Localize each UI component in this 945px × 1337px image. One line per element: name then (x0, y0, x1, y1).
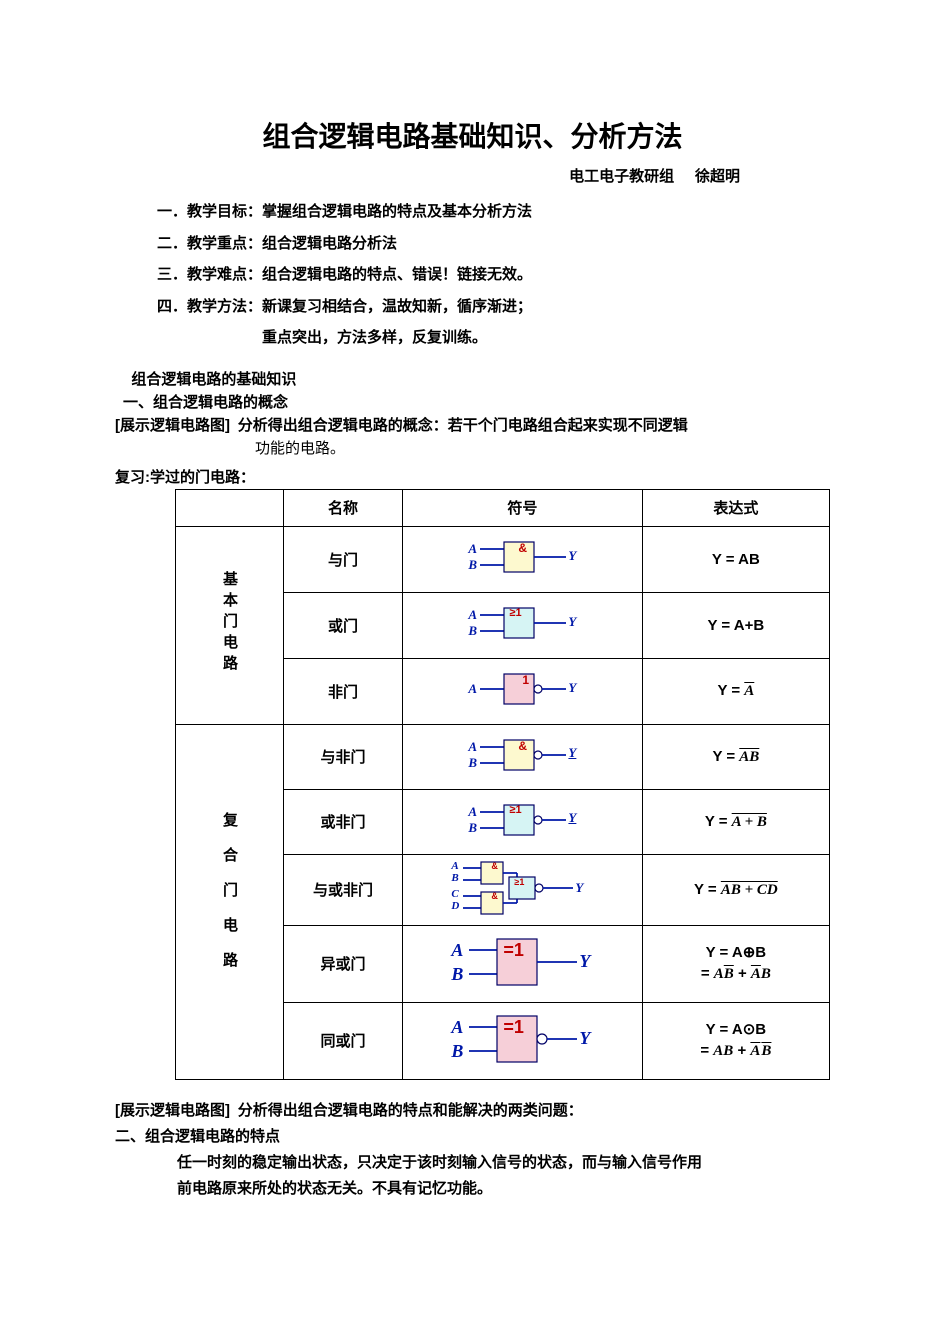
gate-expr: Y = A+B (642, 592, 829, 658)
review-label: 复习:学过的门电路： (115, 466, 830, 487)
syllabus-item-3: 三．教学难点：组合逻辑电路的特点、错误！链接无效。 (157, 259, 830, 291)
feature-b: 前电路原来所处的状态无关。不具有记忆功能。 (115, 1176, 830, 1202)
concept-a: 分析得出组合逻辑电路的概念：若干个门电路组合起来实现不同逻辑 (238, 417, 688, 434)
gates-table: 名称 符号 表达式 基本门电路 与门 A B & Y (175, 489, 830, 1080)
cat-compound: 复合门电路 (176, 724, 284, 1079)
syllabus-item-4: 四．教学方法：新课复习相结合，温故知新，循序渐进； (157, 291, 830, 323)
feature-a: 任一时刻的稳定输出状态，只决定于该时刻输入信号的状态，而与输入信号作用 (115, 1150, 830, 1176)
gate-symbol: A B C D & & ≥1 Y (403, 854, 643, 925)
gate-expr: Y = AB (642, 526, 829, 592)
gate-name: 或门 (284, 592, 403, 658)
or-gate-icon (462, 603, 582, 643)
gate-symbol: A B ≥1 Y (403, 592, 643, 658)
gate-name: 同或门 (284, 1002, 403, 1079)
table-row: 复合门电路 与非门 A B & Y Y = AB (176, 724, 830, 789)
gate-expr: Y = A (642, 658, 829, 724)
gate-expr: Y = AB (642, 724, 829, 789)
table-row: 基本门电路 与门 A B & Y Y = AB (176, 526, 830, 592)
gate-expr: Y = A⊕B = AB + AB (642, 925, 829, 1002)
table-header-row: 名称 符号 表达式 (176, 489, 830, 526)
syllabus-item-2: 二．教学重点：组合逻辑电路分析法 (157, 228, 830, 260)
gate-symbol: A B & Y (403, 526, 643, 592)
after-table-block: [展示逻辑电路图] 分析得出组合逻辑电路的特点和能解决的两类问题： 二、组合逻辑… (115, 1098, 830, 1203)
byline-author: 徐超明 (695, 168, 740, 185)
show-diagram-prefix: [展示逻辑电路图] (115, 417, 230, 434)
gate-name: 或非门 (284, 789, 403, 854)
nor-gate-icon (462, 800, 582, 840)
gate-symbol: A B ≥1 Y (403, 789, 643, 854)
th-name: 名称 (284, 489, 403, 526)
show-and-analyze-line: [展示逻辑电路图] 分析得出组合逻辑电路的特点和能解决的两类问题： (115, 1098, 830, 1124)
gate-name: 与非门 (284, 724, 403, 789)
gate-symbol: A B & Y (403, 724, 643, 789)
gate-expr: Y = AB + CD (642, 854, 829, 925)
th-cat (176, 489, 284, 526)
concept-b: 功能的电路。 (115, 438, 830, 461)
gate-name: 异或门 (284, 925, 403, 1002)
th-sym: 符号 (403, 489, 643, 526)
section-heading: 组合逻辑电路的基础知识 (115, 368, 830, 391)
section-sub-1: 一、组合逻辑电路的概念 (115, 391, 830, 414)
section-sub-2: 二、组合逻辑电路的特点 (115, 1124, 830, 1150)
byline-dept: 电工电子教研组 (569, 168, 674, 185)
gate-symbol: A 1 Y (403, 658, 643, 724)
page: 组合逻辑电路基础知识、分析方法 电工电子教研组 徐超明 一．教学目标：掌握组合逻… (0, 0, 945, 1337)
gate-expr: Y = A⊙B = AB + AB (642, 1002, 829, 1079)
page-title: 组合逻辑电路基础知识、分析方法 (115, 115, 830, 155)
th-expr: 表达式 (642, 489, 829, 526)
gate-name: 与或非门 (284, 854, 403, 925)
gate-name: 非门 (284, 658, 403, 724)
gate-symbol: A B =1 Y (403, 1002, 643, 1079)
gate-expr: Y = A + B (642, 789, 829, 854)
cat-basic: 基本门电路 (176, 526, 284, 724)
gate-symbol: A B =1 Y (403, 925, 643, 1002)
syllabus-item-1: 一．教学目标：掌握组合逻辑电路的特点及基本分析方法 (157, 196, 830, 228)
concept-line: [展示逻辑电路图] 分析得出组合逻辑电路的概念：若干个门电路组合起来实现不同逻辑 (115, 414, 830, 438)
syllabus-item-4b: 重点突出，方法多样，反复训练。 (157, 322, 830, 354)
byline: 电工电子教研组 徐超明 (115, 165, 830, 186)
syllabus: 一．教学目标：掌握组合逻辑电路的特点及基本分析方法 二．教学重点：组合逻辑电路分… (115, 196, 830, 354)
gate-name: 与门 (284, 526, 403, 592)
